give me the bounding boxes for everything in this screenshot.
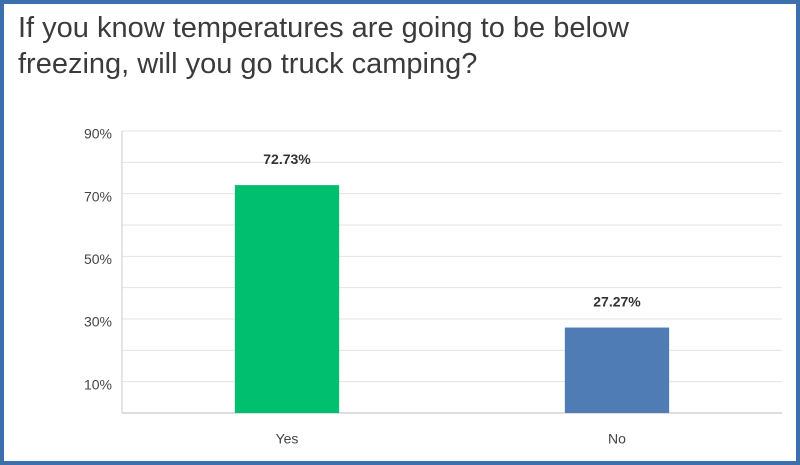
title-line: If you know temperatures are going to be… xyxy=(18,12,630,44)
bar xyxy=(234,185,340,413)
y-tick-label: 30% xyxy=(84,314,112,330)
bar xyxy=(564,327,670,413)
y-tick-label: 70% xyxy=(84,188,112,204)
y-tick-label: 50% xyxy=(84,251,112,267)
y-tick-label: 10% xyxy=(84,376,112,392)
value-label: 72.73% xyxy=(263,151,311,167)
chart-title: If you know temperatures are going to be… xyxy=(18,12,630,80)
x-tick-label: No xyxy=(608,431,626,447)
title-line: freezing, will you go truck camping? xyxy=(18,48,477,80)
value-label: 27.27% xyxy=(593,293,641,309)
x-tick-label: Yes xyxy=(276,431,299,447)
y-tick-label: 90% xyxy=(84,126,112,142)
